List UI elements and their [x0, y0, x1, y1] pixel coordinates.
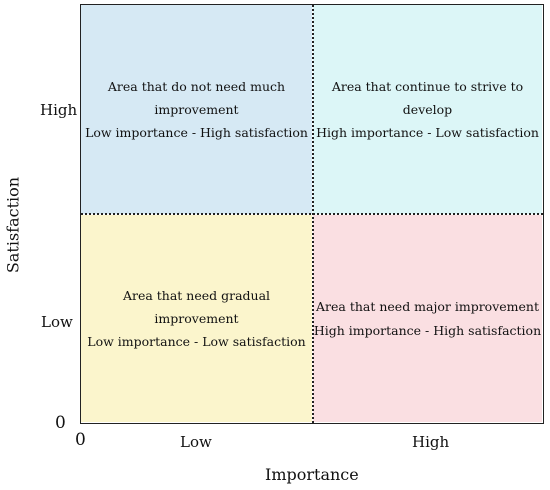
quadrant-bottom-left-subtitle: Low importance - Low satisfaction	[87, 334, 306, 350]
quadrant-bottom-left-title: Area that need gradual improvement	[122, 287, 271, 326]
quadrant-top-right-title: Area that continue to strive to develop	[331, 78, 524, 117]
quadrant-bottom-right-title: Area that need major improvement	[316, 299, 539, 315]
quadrant-top-left: Area that do not need much improvement L…	[81, 5, 312, 214]
y-tick-low: Low	[41, 313, 73, 331]
y-axis-title: Satisfaction	[3, 176, 23, 274]
quadrant-top-left-title: Area that do not need much improvement	[107, 78, 286, 117]
x-axis-title: Importance	[265, 465, 359, 484]
matrix-frame: Area that do not need much improvement L…	[80, 4, 544, 424]
quadrant-bottom-left: Area that need gradual improvement Low i…	[81, 215, 312, 422]
y-tick-high: High	[40, 101, 78, 119]
quadrant-top-right-subtitle: High importance - Low satisfaction	[316, 125, 539, 141]
y-axis-zero: 0	[55, 413, 66, 433]
x-tick-low: Low	[180, 433, 212, 451]
quadrant-top-left-subtitle: Low importance - High satisfaction	[85, 125, 308, 141]
x-tick-high: High	[412, 433, 450, 451]
quadrant-bottom-right-subtitle: High importance - High satisfaction	[313, 322, 542, 338]
x-axis-zero: 0	[75, 430, 86, 450]
quadrant-bottom-right: Area that need major improvement High im…	[313, 215, 542, 422]
horizontal-divider	[81, 213, 543, 215]
quadrant-top-right: Area that continue to strive to develop …	[313, 5, 542, 214]
